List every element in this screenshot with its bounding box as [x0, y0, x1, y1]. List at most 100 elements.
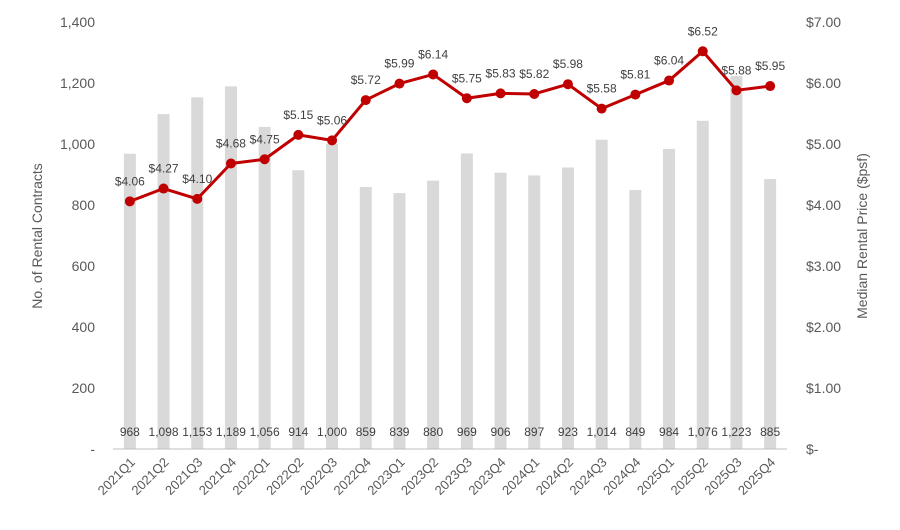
line-point-2023Q4 [495, 88, 506, 99]
bar-data-label: 1,076 [688, 425, 718, 439]
line-data-label: $4.27 [149, 162, 179, 176]
line-data-label: $5.81 [620, 68, 650, 82]
left-y-tick-label: 1,200 [60, 75, 95, 91]
line-data-label: $5.88 [721, 63, 751, 77]
bar-data-label: 906 [491, 425, 511, 439]
line-data-label: $4.10 [182, 172, 212, 186]
line-point-2022Q3 [327, 135, 338, 146]
bar-data-label: 1,189 [216, 425, 246, 439]
line-point-2023Q2 [428, 69, 439, 80]
bar-2022Q1 [258, 126, 271, 450]
line-data-label: $5.98 [553, 57, 583, 71]
line-point-2022Q4 [360, 95, 371, 106]
bar-2023Q2 [427, 180, 440, 449]
right-y-tick-label: $6.00 [806, 75, 841, 91]
line-point-2025Q4 [765, 81, 776, 92]
bar-2022Q3 [326, 144, 339, 449]
bar-data-label: 839 [389, 425, 409, 439]
bar-data-label: 880 [423, 425, 443, 439]
right-y-tick-label: $7.00 [806, 14, 841, 30]
bar-2021Q1 [123, 153, 136, 449]
line-labels-layer: $4.06 $4.27$4.10 $4.68 $4.75$5.15 $5.06 $5.72… [115, 24, 786, 188]
bar-2025Q3 [730, 75, 743, 450]
line-data-label: $5.75 [452, 71, 482, 85]
left-y-ticks: - 200 400 600 800 1,000 1,200 1,400 [60, 14, 95, 457]
line-point-2023Q3 [461, 93, 472, 104]
line-data-label: $4.75 [250, 132, 280, 146]
bar-data-label: 914 [288, 425, 308, 439]
line-data-label: $4.68 [216, 137, 246, 151]
right-y-ticks: $- $1.00 $2.00 $3.00 $4.00 $5.00 $6.00 $7.00 [806, 14, 841, 457]
right-y-tick-label: $1.00 [806, 380, 841, 396]
right-y-tick-label: $5.00 [806, 136, 841, 152]
bar-data-label: 923 [558, 425, 578, 439]
bar-data-label: 969 [457, 425, 477, 439]
left-y-tick-label: 800 [72, 197, 96, 213]
line-data-label: $5.83 [486, 66, 516, 80]
line-point-2023Q1 [394, 78, 405, 89]
bar-data-label: 1,153 [182, 425, 212, 439]
line-data-label: $6.52 [688, 24, 718, 38]
line-data-label: $5.95 [755, 59, 785, 73]
price-line [129, 49, 771, 203]
bar-2024Q3 [595, 139, 608, 450]
line-point-2021Q1 [124, 196, 135, 207]
bar-data-label: 968 [120, 425, 140, 439]
bar-data-label: 1,014 [587, 425, 617, 439]
right-y-tick-label: $2.00 [806, 319, 841, 335]
x-tick-label: 2025Q4 [735, 455, 778, 498]
line-data-label: $5.82 [519, 67, 549, 81]
bar-labels-layer: 968 1,098 1,153 1,189 1,056 914 1,000 859 839 880… [120, 425, 781, 439]
line-data-label: $5.99 [384, 57, 414, 71]
line-data-label: $5.72 [351, 73, 381, 87]
bar-2022Q2 [292, 170, 305, 450]
left-axis-title: No. of Rental Contracts [29, 163, 45, 309]
line-data-label: $4.06 [115, 174, 145, 188]
line-data-label: $6.14 [418, 47, 448, 61]
bar-data-label: 897 [524, 425, 544, 439]
bar-2025Q2 [696, 120, 709, 449]
bar-2021Q2 [157, 114, 170, 450]
line-point-2021Q2 [158, 183, 169, 194]
bar-2021Q4 [224, 86, 237, 449]
line-point-2024Q4 [630, 89, 641, 100]
line-point-2022Q1 [259, 154, 270, 165]
bar-2025Q4 [764, 179, 777, 449]
bar-2024Q4 [629, 190, 642, 449]
line-data-label: $5.06 [317, 113, 347, 127]
line-point-2025Q2 [697, 46, 708, 57]
bar-2024Q2 [561, 167, 574, 450]
left-y-tick-label: 400 [72, 319, 96, 335]
bar-data-label: 984 [659, 425, 679, 439]
line-point-2024Q3 [596, 103, 607, 114]
x-ticks: 2021Q12021Q22021Q32021Q42022Q12022Q22022… [95, 455, 779, 498]
left-y-tick-label: 1,000 [60, 136, 95, 152]
line-point-2025Q3 [731, 85, 742, 96]
bar-2023Q4 [494, 172, 507, 450]
left-y-tick-label: 200 [72, 380, 96, 396]
bar-data-label: 1,056 [250, 425, 280, 439]
bars-layer [123, 75, 777, 450]
line-data-label: $5.58 [587, 82, 617, 96]
right-axis-title: Median Rental Price ($psf) [854, 153, 870, 319]
right-y-tick-label: $- [806, 441, 819, 457]
line-point-2025Q1 [664, 75, 675, 86]
bar-2025Q1 [663, 148, 676, 449]
right-y-tick-label: $4.00 [806, 197, 841, 213]
line-point-2022Q2 [293, 129, 304, 140]
line-data-label: $5.15 [283, 108, 313, 122]
left-y-tick-label: 600 [72, 258, 96, 274]
right-y-tick-label: $3.00 [806, 258, 841, 274]
line-point-2024Q1 [529, 88, 540, 99]
bar-2023Q1 [393, 193, 406, 449]
bar-data-label: 1,000 [317, 425, 347, 439]
line-layer [124, 46, 776, 207]
line-point-2021Q3 [192, 193, 203, 204]
bar-2022Q4 [359, 187, 372, 449]
line-point-2024Q2 [562, 79, 573, 90]
bar-2021Q3 [191, 97, 204, 449]
bar-data-label: 1,098 [149, 425, 179, 439]
bar-data-label: 849 [625, 425, 645, 439]
